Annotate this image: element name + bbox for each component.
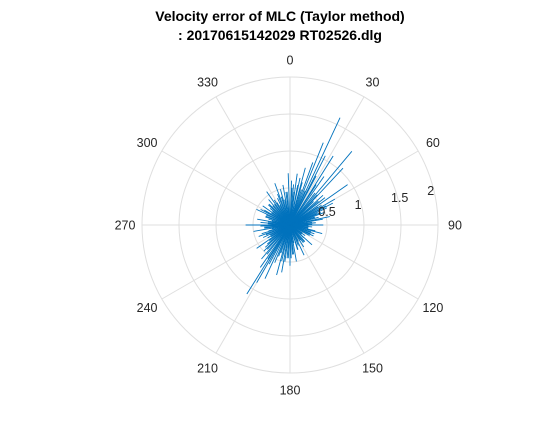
theta-tick-label-210: 210 xyxy=(197,361,218,375)
data-ray xyxy=(289,224,304,238)
data-ray xyxy=(260,208,291,226)
data-ray xyxy=(264,224,291,229)
data-ray xyxy=(289,184,299,226)
data-ray xyxy=(261,224,291,235)
r-tick-labels: 0.5 1 1.5 2 xyxy=(318,184,434,219)
data-ray xyxy=(289,194,318,226)
r-tick-label-1.5: 1.5 xyxy=(391,191,408,205)
data-ray xyxy=(289,184,317,226)
data-ray xyxy=(289,142,324,226)
grid-spoke-120 xyxy=(289,224,419,300)
chart-title-line-2: : 20170615142029 RT02526.dlg xyxy=(178,27,382,43)
data-ray xyxy=(289,216,315,226)
chart-title: Velocity error of MLC (Taylor method) : … xyxy=(0,7,560,45)
data-series xyxy=(245,117,353,295)
data-ray xyxy=(268,204,291,226)
data-ray xyxy=(264,224,291,279)
data-ray xyxy=(289,224,299,242)
data-ray xyxy=(267,223,291,226)
r-tick-label-0.5: 0.5 xyxy=(318,205,335,219)
theta-tick-label-270: 270 xyxy=(115,219,136,233)
data-ray xyxy=(268,224,291,265)
theta-tick-label-60: 60 xyxy=(426,136,440,150)
chart-title-line-1: Velocity error of MLC (Taylor method) xyxy=(155,8,405,24)
data-ray xyxy=(289,151,353,226)
data-ray xyxy=(271,220,291,226)
data-ray xyxy=(279,205,291,226)
data-ray xyxy=(281,224,291,262)
data-ray xyxy=(289,224,299,250)
data-ray xyxy=(264,224,291,248)
data-ray xyxy=(274,224,291,263)
theta-tick-label-0: 0 xyxy=(287,54,294,68)
theta-tick-labels: 0 30 60 90 120 150 180 210 240 270 300 330 xyxy=(115,54,462,398)
data-ray xyxy=(289,224,295,255)
data-ray xyxy=(277,193,291,226)
theta-tick-label-30: 30 xyxy=(366,76,380,90)
theta-tick-label-150: 150 xyxy=(362,361,383,375)
data-ray xyxy=(289,224,316,232)
theta-tick-label-120: 120 xyxy=(422,301,443,315)
theta-tick-label-240: 240 xyxy=(137,301,158,315)
data-ray xyxy=(289,224,304,244)
data-ray xyxy=(287,173,291,226)
r-tick-label-2: 2 xyxy=(427,184,434,198)
grid-spoke-150 xyxy=(289,224,365,354)
data-ray xyxy=(287,224,291,259)
data-ray xyxy=(289,192,316,226)
data-ray xyxy=(274,204,291,226)
data-ray xyxy=(267,224,291,260)
r-tick-label-1: 1 xyxy=(355,198,362,212)
data-ray xyxy=(266,224,291,250)
data-ray xyxy=(270,224,291,236)
data-ray xyxy=(280,196,291,226)
theta-tick-label-90: 90 xyxy=(448,219,462,233)
data-ray xyxy=(284,224,291,262)
data-ray xyxy=(289,175,317,226)
data-ray xyxy=(289,216,330,226)
theta-tick-label-330: 330 xyxy=(197,76,218,90)
data-ray xyxy=(265,214,291,226)
data-ray xyxy=(289,182,303,226)
data-ray xyxy=(289,191,306,226)
data-ray xyxy=(269,224,291,241)
data-ray xyxy=(289,213,318,226)
data-ray xyxy=(289,224,292,259)
data-ray xyxy=(289,224,309,227)
data-ray xyxy=(271,212,291,226)
data-ray xyxy=(289,205,327,226)
data-ray xyxy=(289,224,311,235)
theta-tick-label-300: 300 xyxy=(137,136,158,150)
grid-spoke-30 xyxy=(289,96,365,226)
theta-tick-label-180: 180 xyxy=(280,384,301,398)
data-ray xyxy=(285,191,291,226)
data-ray xyxy=(266,224,291,255)
data-ray xyxy=(289,206,319,226)
data-ray xyxy=(289,200,319,226)
data-ray xyxy=(289,221,313,226)
